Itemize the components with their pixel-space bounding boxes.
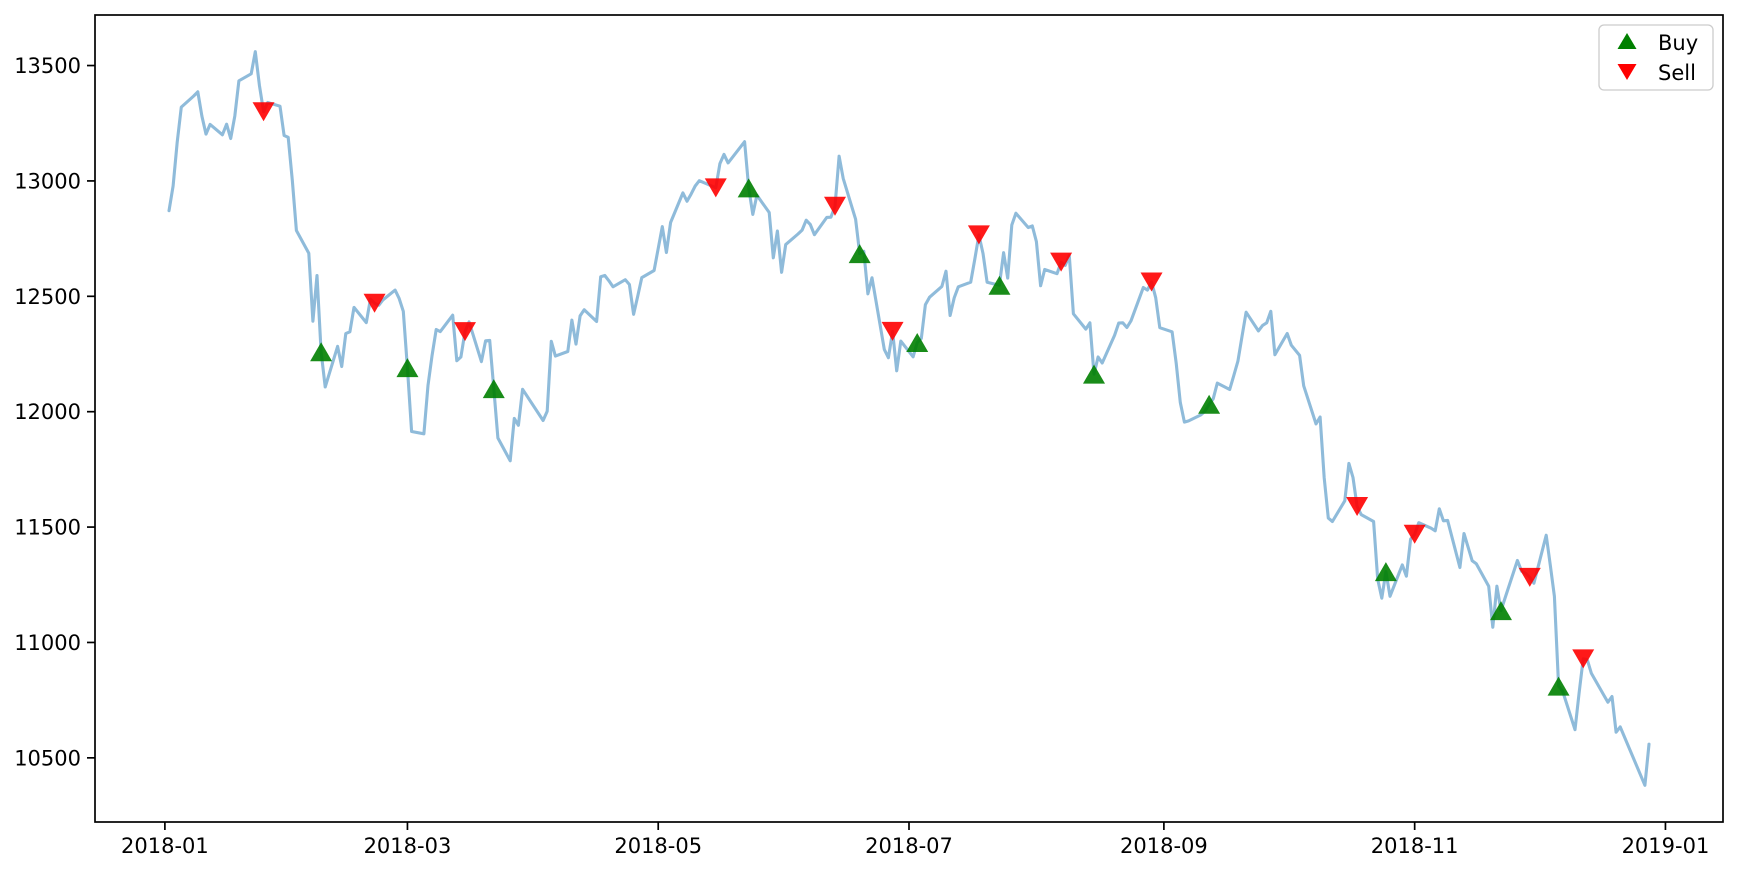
buy-marker: [1198, 394, 1221, 414]
y-tick-label: 11500: [14, 516, 81, 540]
x-tick-label: 2018-09: [1120, 834, 1208, 858]
y-tick-label: 12500: [14, 285, 81, 309]
x-tick-label: 2018-11: [1371, 834, 1459, 858]
plot-border: [94, 14, 1724, 823]
x-tick-label: 2018-01: [121, 834, 209, 858]
buy-marker: [482, 379, 505, 399]
x-tick-label: 2018-07: [865, 834, 953, 858]
price-line: [167, 50, 1651, 787]
sell-triangle-icon: [1617, 64, 1637, 80]
sell-marker: [967, 225, 990, 245]
sell-marker: [454, 322, 476, 342]
y-tick-label: 10500: [14, 746, 81, 770]
buy-marker: [848, 244, 871, 264]
legend: Buy Sell: [1598, 24, 1714, 91]
x-axis: 2018-01 2018-03 2018-05 2018-07 2018-09 2018-…: [121, 822, 1709, 858]
sell-marker: [363, 293, 386, 313]
trade-markers: [252, 102, 1595, 696]
buy-triangle-icon: [1617, 33, 1637, 49]
sell-marker: [252, 102, 275, 122]
buy-marker: [1374, 562, 1397, 582]
y-tick-label: 13000: [14, 169, 81, 193]
legend-label-sell: Sell: [1658, 61, 1696, 85]
buy-marker: [1083, 364, 1105, 384]
sell-marker: [1572, 649, 1595, 669]
sell-marker: [881, 321, 904, 341]
y-tick-label: 11000: [14, 631, 81, 655]
sell-marker: [704, 178, 727, 198]
sell-marker: [1403, 524, 1426, 544]
y-tick-label: 13500: [14, 54, 81, 78]
y-axis: 10500 11000 11500 12000 12500 13000 13500: [14, 54, 95, 770]
buy-marker: [1547, 676, 1570, 696]
legend-label-buy: Buy: [1658, 31, 1698, 55]
buy-marker: [737, 178, 760, 198]
x-tick-label: 2019-01: [1622, 834, 1710, 858]
sell-marker: [1140, 272, 1163, 292]
buy-marker: [396, 358, 419, 378]
sell-marker: [1518, 567, 1541, 587]
sell-marker: [1050, 252, 1073, 272]
buy-marker: [906, 332, 929, 352]
y-tick-label: 12000: [14, 400, 81, 424]
buy-marker: [1490, 601, 1512, 621]
buy-marker: [310, 342, 333, 362]
price-line-path: [167, 50, 1651, 787]
sell-marker: [824, 196, 846, 216]
x-tick-label: 2018-05: [614, 834, 702, 858]
buy-marker: [988, 275, 1011, 295]
sell-marker: [1346, 497, 1369, 517]
x-tick-label: 2018-03: [364, 834, 452, 858]
